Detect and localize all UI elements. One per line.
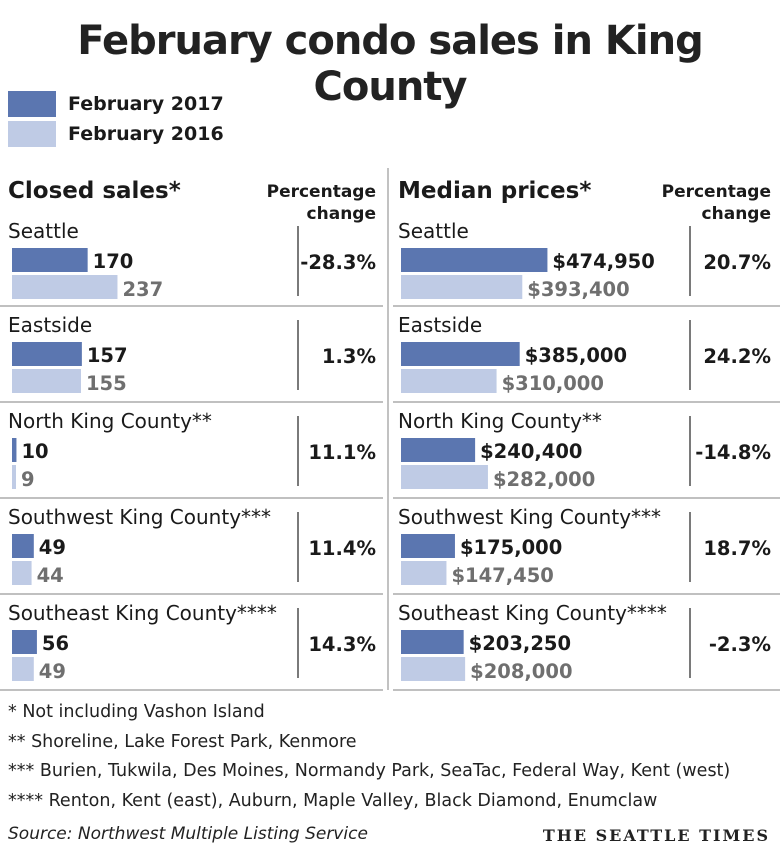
prices-value-2016-eastside: $310,000	[502, 372, 604, 395]
prices-category-southeast-king-county: Southeast King County****	[398, 601, 667, 625]
prices-value-2017-seattle: $474,950	[552, 250, 654, 273]
prices-bar-2017-north-king-county	[401, 438, 476, 462]
footnote-4: **** Renton, Kent (east), Auburn, Maple …	[8, 790, 658, 811]
prices-pct-change-southeast-king-county: -2.3%	[709, 633, 771, 656]
prices-value-2016-southwest-king-county: $147,450	[451, 564, 553, 587]
prices-category-north-king-county: North King County**	[398, 409, 602, 433]
prices-bar-2016-north-king-county	[401, 465, 488, 489]
sales-value-2017-southeast-king-county: 56	[42, 632, 69, 655]
sales-value-2016-southeast-king-county: 49	[39, 660, 66, 683]
footnote-1: * Not including Vashon Island	[8, 702, 265, 722]
chart-title: February condo sales in King County	[77, 18, 703, 110]
prices-change-header-line2: change	[702, 204, 771, 224]
legend-label-2017: February 2017	[68, 93, 224, 115]
sales-pct-change-seattle: -28.3%	[300, 251, 376, 274]
sales-pct-change-eastside: 1.3%	[322, 345, 376, 368]
prices-panel-title: Median prices*	[398, 178, 591, 204]
prices-value-2017-north-king-county: $240,400	[480, 440, 582, 463]
sales-bar-2016-seattle	[12, 275, 118, 299]
prices-value-2017-southeast-king-county: $203,250	[469, 632, 571, 655]
prices-value-2016-north-king-county: $282,000	[493, 468, 595, 491]
sales-change-header-line2: change	[307, 204, 376, 224]
prices-pct-change-southwest-king-county: 18.7%	[703, 537, 771, 560]
prices-category-seattle: Seattle	[398, 219, 469, 243]
prices-change-header-line1: Percentage	[662, 182, 771, 202]
footnotes: * Not including Vashon Island ** Shoreli…	[8, 698, 730, 816]
sales-value-2016-eastside: 155	[86, 372, 127, 395]
sales-bar-2017-southwest-king-county	[12, 534, 34, 558]
sales-category-eastside: Eastside	[8, 313, 92, 337]
prices-value-2017-southwest-king-county: $175,000	[460, 536, 562, 559]
sales-category-southwest-king-county: Southwest King County***	[8, 505, 271, 529]
prices-pct-change-seattle: 20.7%	[703, 251, 771, 274]
legend-item-2016: February 2016	[8, 120, 224, 148]
sales-value-2017-eastside: 157	[87, 344, 128, 367]
sales-bar-2016-southwest-king-county	[12, 561, 32, 585]
source-credit: Source: Northwest Multiple Listing Servi…	[8, 824, 368, 844]
legend-swatch-2016	[8, 121, 56, 147]
sales-value-2017-north-king-county: 10	[21, 440, 48, 463]
prices-category-eastside: Eastside	[398, 313, 482, 337]
sales-value-2016-seattle: 237	[122, 278, 163, 301]
prices-pct-change-eastside: 24.2%	[703, 345, 771, 368]
sales-bar-2017-north-king-county	[12, 438, 17, 462]
sales-panel-title: Closed sales*	[8, 178, 181, 204]
prices-value-2017-eastside: $385,000	[525, 344, 627, 367]
prices-pct-change-north-king-county: -14.8%	[695, 441, 771, 464]
sales-value-2016-north-king-county: 9	[21, 468, 35, 491]
prices-bar-2017-southeast-king-county	[401, 630, 464, 654]
sales-pct-change-north-king-county: 11.1%	[308, 441, 376, 464]
sales-category-seattle: Seattle	[8, 219, 79, 243]
sales-pct-change-southeast-king-county: 14.3%	[308, 633, 376, 656]
sales-bar-2016-north-king-county	[12, 465, 17, 489]
prices-bar-2016-seattle	[401, 275, 523, 299]
sales-bar-2016-southeast-king-county	[12, 657, 34, 681]
sales-bar-2017-seattle	[12, 248, 88, 272]
prices-value-2016-seattle: $393,400	[527, 278, 629, 301]
sales-category-southeast-king-county: Southeast King County****	[8, 601, 277, 625]
legend-swatch-2017	[8, 91, 56, 117]
prices-value-2016-southeast-king-county: $208,000	[470, 660, 572, 683]
sales-category-north-king-county: North King County**	[8, 409, 212, 433]
legend-item-2017: February 2017	[8, 90, 224, 118]
sales-bar-2017-eastside	[12, 342, 82, 366]
prices-bar-2016-southeast-king-county	[401, 657, 466, 681]
sales-pct-change-southwest-king-county: 11.4%	[308, 537, 376, 560]
prices-category-southwest-king-county: Southwest King County***	[398, 505, 661, 529]
sales-bar-2017-southeast-king-county	[12, 630, 37, 654]
sales-change-header-line1: Percentage	[267, 182, 376, 202]
prices-bar-2016-southwest-king-county	[401, 561, 447, 585]
sales-bar-2016-eastside	[12, 369, 81, 393]
publisher-logo: THE SEATTLE TIMES	[542, 826, 770, 845]
legend-label-2016: February 2016	[68, 123, 224, 145]
prices-bar-2017-eastside	[401, 342, 520, 366]
sales-value-2017-southwest-king-county: 49	[39, 536, 66, 559]
sales-value-2016-southwest-king-county: 44	[37, 564, 64, 587]
sales-value-2017-seattle: 170	[93, 250, 134, 273]
prices-bar-2017-southwest-king-county	[401, 534, 455, 558]
prices-bar-2016-eastside	[401, 369, 497, 393]
legend: February 2017 February 2016	[8, 90, 224, 150]
prices-bar-2017-seattle	[401, 248, 548, 272]
footnote-2: ** Shoreline, Lake Forest Park, Kenmore	[8, 731, 357, 752]
footnote-3: *** Burien, Tukwila, Des Moines, Normand…	[8, 761, 731, 781]
